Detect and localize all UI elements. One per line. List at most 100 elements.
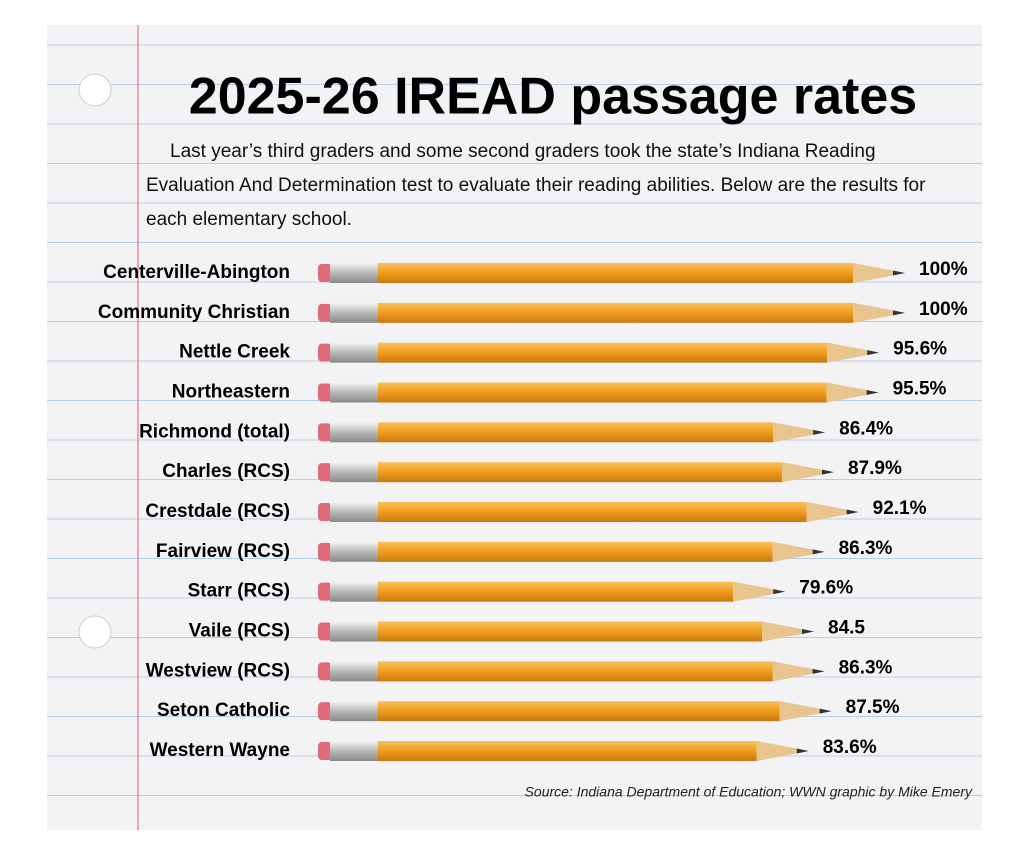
pencil-lead — [819, 708, 832, 714]
ferrule — [330, 741, 378, 761]
pencil-bar — [318, 502, 859, 522]
source: Source: Indiana Department of Education;… — [525, 784, 973, 800]
category-label: Western Wayne — [150, 740, 290, 761]
value-label: 87.9% — [848, 458, 902, 479]
eraser — [318, 264, 332, 282]
value-label: 86.4% — [839, 418, 893, 439]
pencil-body — [378, 741, 757, 761]
ferrule — [330, 422, 378, 443]
pencil-lead — [802, 629, 815, 634]
pencil-body — [378, 541, 773, 562]
pencil-wood — [773, 422, 814, 443]
pencil-lead — [812, 668, 825, 674]
value-label: 83.6% — [823, 737, 877, 758]
eraser — [318, 622, 332, 641]
pencil-body — [378, 502, 807, 522]
pencil-bar — [318, 382, 879, 403]
eraser — [318, 542, 332, 561]
value-label: 79.6% — [799, 578, 853, 599]
punch-hole — [78, 615, 112, 649]
category-label: Fairview (RCS) — [156, 541, 290, 562]
eraser — [318, 503, 332, 521]
category-label: Westview (RCS) — [146, 660, 290, 681]
pencil-bar — [318, 701, 832, 722]
pencil-wood — [827, 342, 868, 363]
category-label: Charles (RCS) — [162, 461, 290, 482]
ferrule — [330, 462, 378, 483]
pencil-wood — [772, 661, 813, 682]
eraser — [318, 423, 332, 442]
category-label: Northeastern — [172, 382, 290, 403]
ferrule — [330, 382, 378, 403]
pencil-body — [378, 701, 780, 722]
category-label: Nettle Creek — [179, 342, 290, 363]
pencil-body — [378, 621, 763, 642]
category-label: Centerville-Abington — [103, 262, 290, 283]
pencil-lead — [813, 429, 826, 435]
pencil-bar — [318, 581, 786, 602]
value-label: 86.3% — [839, 538, 893, 559]
pencil-bar — [318, 661, 825, 682]
value-label: 100% — [919, 299, 968, 320]
chart-title: 2025-26 IREAD passage rates — [189, 68, 917, 126]
pencil-wood — [762, 621, 803, 642]
ferrule — [330, 621, 378, 642]
category-label: Crestdale (RCS) — [145, 501, 290, 522]
value-label: 86.3% — [839, 657, 893, 678]
pencil-lead — [893, 310, 905, 316]
pencil-lead — [866, 390, 879, 395]
pencil-wood — [853, 302, 893, 323]
eraser — [318, 662, 332, 681]
ferrule — [330, 502, 378, 522]
pencil-wood — [772, 541, 813, 562]
pencil-body — [378, 302, 853, 323]
pencil-body — [378, 342, 828, 363]
value-label: 87.5% — [846, 697, 900, 718]
pencil-lead — [796, 748, 809, 754]
category-label: Seton Catholic — [157, 700, 290, 721]
category-label: Richmond (total) — [139, 421, 290, 442]
pencil-wood — [826, 382, 867, 403]
pencil-lead — [821, 469, 834, 475]
pencil-wood — [733, 581, 774, 602]
eraser — [318, 343, 332, 362]
category-label: Community Christian — [98, 302, 290, 323]
pencil-body — [378, 661, 773, 682]
pencil-bar — [318, 422, 826, 443]
eraser — [318, 303, 332, 322]
category-label: Starr (RCS) — [188, 581, 290, 602]
eraser — [318, 582, 332, 601]
pencil-wood — [806, 502, 847, 522]
ferrule — [330, 302, 378, 323]
pencil-wood — [779, 701, 820, 722]
pencil-bar — [318, 621, 815, 642]
pencil-bar — [318, 342, 880, 363]
ferrule — [330, 342, 378, 363]
pencil-lead — [846, 509, 859, 515]
pencil-bar — [318, 263, 905, 283]
pencil-bar — [318, 741, 809, 761]
eraser — [318, 463, 332, 482]
ferrule — [330, 581, 378, 602]
pencil-body — [378, 263, 853, 283]
pencil-bar — [318, 541, 825, 562]
pencil-wood — [853, 263, 893, 283]
category-label: Vaile (RCS) — [189, 621, 290, 642]
eraser — [318, 702, 332, 721]
pencil-lead — [867, 350, 880, 356]
value-label: 95.6% — [893, 339, 947, 360]
pencil-lead — [773, 589, 786, 595]
pencil-body — [378, 422, 774, 443]
pencil-bar — [318, 462, 834, 483]
value-label: 100% — [919, 259, 968, 280]
pencil-bar — [318, 302, 905, 323]
value-label: 95.5% — [893, 379, 947, 400]
pencil-body — [378, 581, 734, 602]
eraser — [318, 383, 332, 402]
value-label: 92.1% — [873, 498, 927, 519]
pencil-body — [378, 382, 827, 403]
pencil-lead — [812, 549, 825, 555]
pencil-body — [378, 462, 782, 483]
